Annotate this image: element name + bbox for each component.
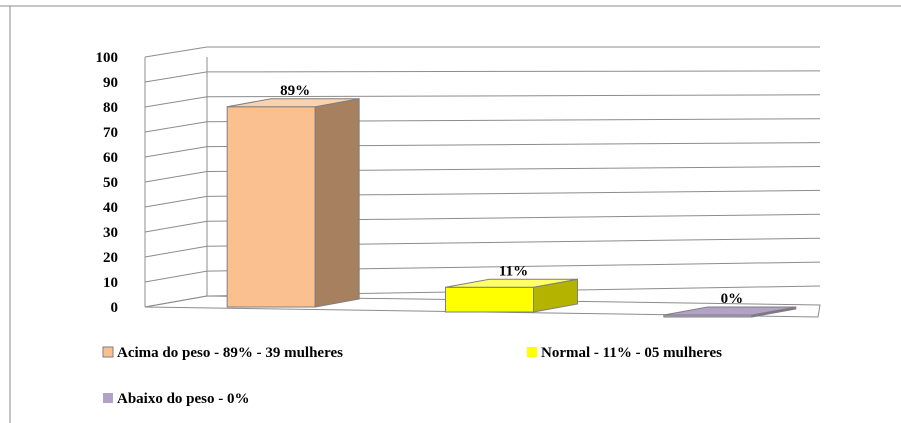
legend-swatch [102, 346, 114, 358]
legend-entry-0: Acima do peso - 89% - 39 mulheres [102, 345, 343, 361]
gridline-side [144, 171, 208, 183]
bar-front [445, 286, 534, 313]
legend-label: Normal - 11% - 05 mulheres [541, 345, 722, 361]
legend-swatch [527, 347, 537, 357]
legend-entry-2: Abaixo do peso - 0% [103, 391, 250, 407]
bars [226, 98, 797, 318]
gridline-side [144, 220, 208, 233]
data-labels: 89% 11% 0% [280, 83, 743, 307]
gridline [206, 94, 821, 98]
y-tick-label: 20 [103, 250, 118, 266]
y-tick-label: 90 [103, 75, 118, 91]
chart-border [0, 5, 901, 423]
gridline [206, 70, 821, 73]
gridline-side [144, 121, 208, 133]
y-axis: 0 10 20 30 40 50 60 70 80 90 100 [96, 50, 208, 316]
legend: Acima do peso - 89% - 39 mulheres Normal … [102, 345, 722, 407]
gridline-side [144, 245, 208, 258]
data-label: 0% [721, 291, 744, 307]
bar-2 [663, 306, 797, 318]
y-tick-label: 0 [111, 300, 119, 316]
bar-0 [226, 98, 360, 308]
chart-floor [144, 295, 821, 318]
gridline-side [144, 96, 208, 108]
y-tick-label: 80 [103, 100, 118, 116]
y-tick-label: 30 [103, 225, 118, 241]
bar-top [227, 98, 360, 108]
legend-label: Abaixo do peso - 0% [117, 391, 250, 407]
gridline-side [144, 195, 208, 208]
legend-label: Acima do peso - 89% - 39 mulheres [117, 345, 343, 361]
legend-entry-1: Normal - 11% - 05 mulheres [527, 345, 722, 361]
legend-swatch [103, 393, 113, 403]
bar-top [445, 278, 578, 288]
y-tick-label: 40 [103, 200, 118, 216]
data-label: 89% [280, 83, 310, 99]
y-tick-label: 10 [103, 275, 118, 291]
y-tick-label: 60 [103, 150, 118, 166]
bar-side [314, 98, 360, 308]
gridline-side [144, 46, 208, 58]
data-label: 11% [499, 263, 528, 279]
bar-1 [445, 278, 578, 313]
bar-front [226, 106, 316, 308]
y-tick-label: 70 [103, 125, 118, 141]
y-tick-label: 50 [103, 175, 118, 191]
gridline-side [144, 71, 208, 83]
gridline-side [144, 146, 208, 158]
y-tick-label: 100 [96, 50, 119, 66]
gridline-side [144, 270, 208, 283]
bar-top [663, 306, 796, 316]
